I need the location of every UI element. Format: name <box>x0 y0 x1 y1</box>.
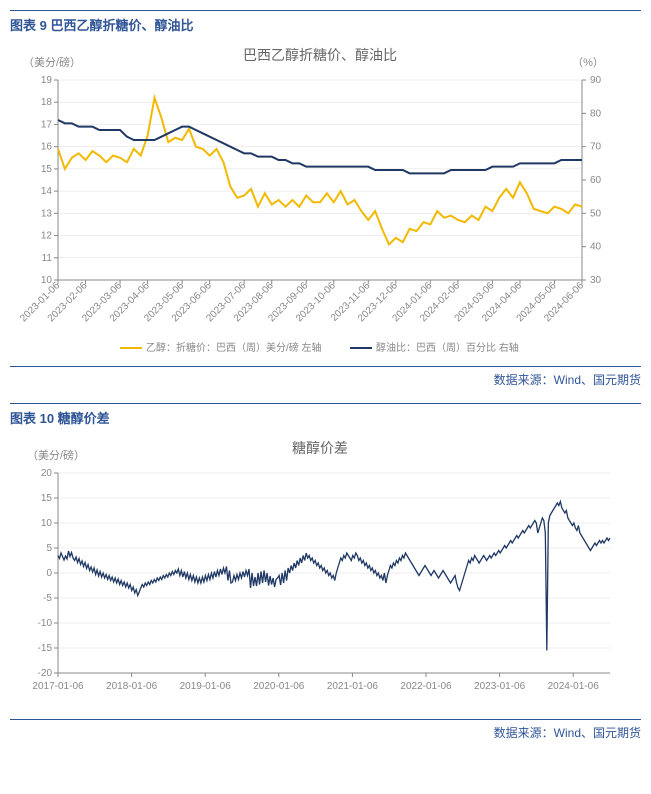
svg-text:-20: -20 <box>38 668 53 679</box>
svg-text:13: 13 <box>41 208 53 219</box>
chart-9-svg: 巴西乙醇折糖价、醇油比（美分/磅）（%）10111213141516171819… <box>10 40 630 360</box>
svg-text:50: 50 <box>590 208 602 219</box>
svg-text:醇油比：巴西（周）百分比 右轴: 醇油比：巴西（周）百分比 右轴 <box>376 341 519 354</box>
svg-text:80: 80 <box>590 108 602 119</box>
chart-10-heading: 图表 10 糖醇价差 <box>10 403 641 427</box>
svg-text:12: 12 <box>41 231 53 242</box>
svg-text:2017-01-06: 2017-01-06 <box>32 681 84 692</box>
svg-text:2023-01-06: 2023-01-06 <box>474 681 526 692</box>
svg-text:15: 15 <box>41 164 53 175</box>
svg-text:-5: -5 <box>43 593 52 604</box>
svg-text:30: 30 <box>590 275 602 286</box>
svg-text:40: 40 <box>590 242 602 253</box>
svg-text:70: 70 <box>590 142 602 153</box>
svg-text:0: 0 <box>46 568 52 579</box>
svg-text:14: 14 <box>41 186 53 197</box>
svg-text:糖醇价差: 糖醇价差 <box>292 440 348 456</box>
svg-text:2018-01-06: 2018-01-06 <box>106 681 158 692</box>
svg-text:-10: -10 <box>38 618 53 629</box>
svg-text:2024-01-06: 2024-01-06 <box>548 681 600 692</box>
svg-text:（美分/磅）: （美分/磅） <box>23 55 81 69</box>
svg-text:（%）: （%） <box>572 56 604 69</box>
svg-text:乙醇：折糖价：巴西（周）美分/磅 左轴: 乙醇：折糖价：巴西（周）美分/磅 左轴 <box>146 341 322 354</box>
svg-text:（美分/磅）: （美分/磅） <box>27 448 85 462</box>
chart-10-svg: 糖醇价差 （美分/磅） -20 -15 -10 -5 0 5 10 15 20 2017-01-06 2… <box>10 433 630 713</box>
chart-10-block: 图表 10 糖醇价差 糖醇价差 （美分/磅） -20 -15 -10 -5 0 5 10 15 20… <box>10 403 641 741</box>
svg-text:17: 17 <box>41 119 53 130</box>
svg-text:10: 10 <box>41 518 53 529</box>
svg-text:2019-01-06: 2019-01-06 <box>180 681 232 692</box>
chart-10-source: 数据来源：Wind、国元期货 <box>10 719 641 741</box>
svg-text:60: 60 <box>590 175 602 186</box>
svg-text:2020-01-06: 2020-01-06 <box>253 681 305 692</box>
svg-text:16: 16 <box>41 142 53 153</box>
svg-text:19: 19 <box>41 75 53 86</box>
svg-text:-15: -15 <box>38 643 53 654</box>
svg-text:11: 11 <box>42 253 53 264</box>
svg-text:90: 90 <box>590 75 602 86</box>
chart-9-block: 图表 9 巴西乙醇折糖价、醇油比 巴西乙醇折糖价、醇油比（美分/磅）（%）101… <box>10 10 641 388</box>
svg-text:2022-01-06: 2022-01-06 <box>400 681 452 692</box>
chart-9-source: 数据来源：Wind、国元期货 <box>10 366 641 388</box>
svg-text:巴西乙醇折糖价、醇油比: 巴西乙醇折糖价、醇油比 <box>243 47 397 63</box>
svg-text:18: 18 <box>41 97 53 108</box>
svg-text:20: 20 <box>41 468 53 479</box>
chart-9-heading: 图表 9 巴西乙醇折糖价、醇油比 <box>10 10 641 34</box>
svg-text:2021-01-06: 2021-01-06 <box>327 681 379 692</box>
svg-text:5: 5 <box>46 543 52 554</box>
svg-text:15: 15 <box>41 493 53 504</box>
